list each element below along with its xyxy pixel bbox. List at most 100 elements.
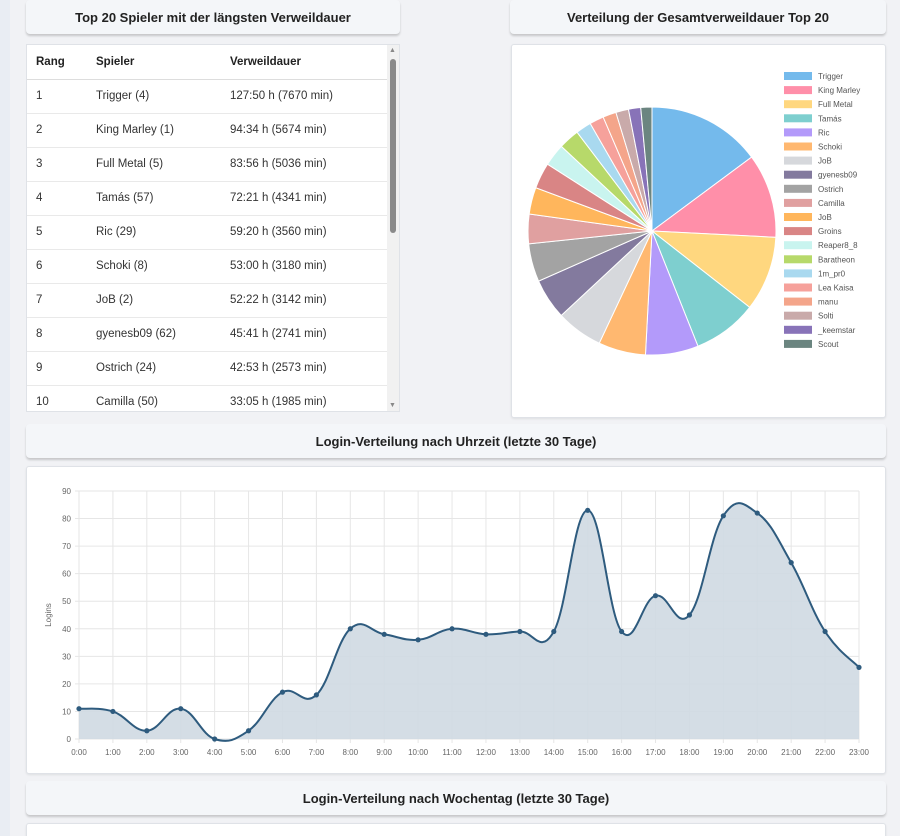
data-point[interactable] xyxy=(381,631,387,637)
data-point[interactable] xyxy=(483,631,489,637)
data-point[interactable] xyxy=(652,593,659,599)
legend-label[interactable]: JoB xyxy=(818,213,832,222)
data-point[interactable] xyxy=(686,612,693,618)
legend-label[interactable]: Trigger xyxy=(818,72,843,81)
x-tick-label: 6:00 xyxy=(275,748,291,757)
data-point[interactable] xyxy=(551,628,557,635)
legend-label[interactable]: Lea Kaisa xyxy=(818,284,854,293)
data-point[interactable] xyxy=(279,689,286,695)
login-hour-chart: 0 10 20 30 40 50 60 70 80 90 0:00 1:00 2:00 3:00 4:00 5… xyxy=(44,487,870,757)
data-point[interactable] xyxy=(144,728,150,734)
cell-spieler: gyenesb09 (62) xyxy=(87,317,221,352)
legend-label[interactable]: JoB xyxy=(818,157,832,166)
y-tick-label: 40 xyxy=(62,625,71,634)
table-row[interactable]: 5 Ric (29) 59:20 h (3560 min) xyxy=(27,215,389,250)
legend-label[interactable]: Baratheon xyxy=(818,255,855,264)
legend-swatch xyxy=(784,269,812,278)
login-weekday-header: Login-Verteilung nach Wochentag (letzte … xyxy=(26,781,886,815)
table-row[interactable]: 9 Ostrich (24) 42:53 h (2573 min) xyxy=(27,351,389,386)
top-players-table-container[interactable]: Rang Spieler Verweildauer 1 Trigger (4) 12… xyxy=(26,44,400,412)
table-row[interactable]: 3 Full Metal (5) 83:56 h (5036 min) xyxy=(27,147,389,182)
table-row[interactable]: 8 gyenesb09 (62) 45:41 h (2741 min) xyxy=(27,317,389,352)
column-header-spieler[interactable]: Spieler xyxy=(87,45,221,80)
legend-label[interactable]: Solti xyxy=(818,312,834,321)
y-tick-label: 60 xyxy=(62,570,71,579)
legend-label[interactable]: Reaper8_8 xyxy=(818,241,858,250)
cell-rang: 8 xyxy=(27,317,87,352)
data-point[interactable] xyxy=(212,736,218,742)
x-tick-label: 15:00 xyxy=(578,748,599,757)
legend-label[interactable]: Camilla xyxy=(818,199,845,208)
legend-label[interactable]: Ostrich xyxy=(818,185,843,194)
table-row[interactable]: 6 Schoki (8) 53:00 h (3180 min) xyxy=(27,249,389,284)
legend-swatch xyxy=(784,283,812,292)
table-scrollbar[interactable]: ▲ ▼ xyxy=(387,45,399,411)
legend-swatch xyxy=(784,86,812,95)
legend-label[interactable]: Groins xyxy=(818,227,842,236)
pie-slice[interactable] xyxy=(651,106,753,232)
legend-label[interactable]: _keemstar xyxy=(817,326,856,335)
pie-slice[interactable] xyxy=(650,156,777,238)
pie-slice[interactable] xyxy=(640,106,653,232)
legend-label[interactable]: manu xyxy=(818,298,838,307)
data-point[interactable] xyxy=(76,706,82,712)
legend-label[interactable]: Tamás xyxy=(818,114,842,123)
data-point[interactable] xyxy=(517,628,523,635)
data-point[interactable] xyxy=(856,664,862,670)
legend-swatch xyxy=(784,325,812,334)
legend-label[interactable]: Scout xyxy=(818,340,839,349)
data-point[interactable] xyxy=(347,626,353,632)
data-point[interactable] xyxy=(245,728,252,734)
data-point[interactable] xyxy=(449,626,455,632)
cell-verweildauer: 45:41 h (2741 min) xyxy=(221,317,389,352)
legend-swatch xyxy=(784,255,812,264)
column-header-verweildauer[interactable]: Verweildauer xyxy=(221,45,389,80)
data-point[interactable] xyxy=(585,507,591,513)
data-point[interactable] xyxy=(788,560,794,566)
legend-swatch xyxy=(784,170,812,179)
legend-swatch xyxy=(784,311,812,320)
x-tick-label: 11:00 xyxy=(442,748,462,757)
legend-label[interactable]: King Marley xyxy=(818,86,860,95)
table-row[interactable]: 7 JoB (2) 52:22 h (3142 min) xyxy=(27,283,389,318)
pie-chart: Trigger King Marley Full Metal Tamás Ric Scho… xyxy=(527,72,860,356)
login-weekday-chart-card xyxy=(26,823,886,836)
area-fill xyxy=(79,503,859,741)
table-body: 1 Trigger (4) 127:50 h (7670 min) 2 King Mar… xyxy=(27,79,389,411)
data-point[interactable] xyxy=(754,510,760,516)
column-header-rang[interactable]: Rang xyxy=(27,45,87,80)
x-tick-label: 0:00 xyxy=(71,748,87,757)
x-tick-label: 5:00 xyxy=(241,748,257,757)
x-tick-label: 2:00 xyxy=(139,748,155,757)
data-point[interactable] xyxy=(313,692,319,698)
scroll-up-arrow-icon[interactable]: ▲ xyxy=(389,47,396,54)
data-point[interactable] xyxy=(822,628,828,635)
scroll-down-arrow-icon[interactable]: ▼ xyxy=(389,402,396,409)
table-row[interactable]: 2 King Marley (1) 94:34 h (5674 min) xyxy=(27,113,389,148)
data-point[interactable] xyxy=(178,706,184,712)
legend-swatch xyxy=(784,142,812,151)
cell-rang: 5 xyxy=(27,215,87,250)
pie-chart-card: Trigger King Marley Full Metal Tamás Ric Scho… xyxy=(511,44,886,418)
table-row[interactable]: 1 Trigger (4) 127:50 h (7670 min) xyxy=(27,79,389,114)
data-point[interactable] xyxy=(415,637,421,643)
cell-verweildauer: 52:22 h (3142 min) xyxy=(221,283,389,318)
legend-label[interactable]: Schoki xyxy=(818,143,842,152)
scrollbar-thumb[interactable] xyxy=(390,59,396,233)
cell-spieler: Schoki (8) xyxy=(87,249,221,284)
cell-spieler: Trigger (4) xyxy=(87,79,221,114)
y-tick-label: 50 xyxy=(62,597,71,606)
data-point[interactable] xyxy=(619,628,625,635)
data-point[interactable] xyxy=(110,708,116,715)
table-row[interactable]: 4 Tamás (57) 72:21 h (4341 min) xyxy=(27,181,389,216)
legend-label[interactable]: Full Metal xyxy=(818,100,853,109)
legend-label[interactable]: Ric xyxy=(818,128,830,137)
legend-label[interactable]: gyenesb09 xyxy=(818,171,858,180)
cell-verweildauer: 94:34 h (5674 min) xyxy=(221,113,389,148)
legend-swatch xyxy=(784,241,812,250)
table-row[interactable]: 10 Camilla (50) 33:05 h (1985 min) xyxy=(27,385,389,411)
legend-label[interactable]: 1m_pr0 xyxy=(818,269,846,278)
legend-swatch xyxy=(784,72,812,80)
data-point[interactable] xyxy=(720,513,726,519)
pie-slice[interactable] xyxy=(650,230,777,309)
